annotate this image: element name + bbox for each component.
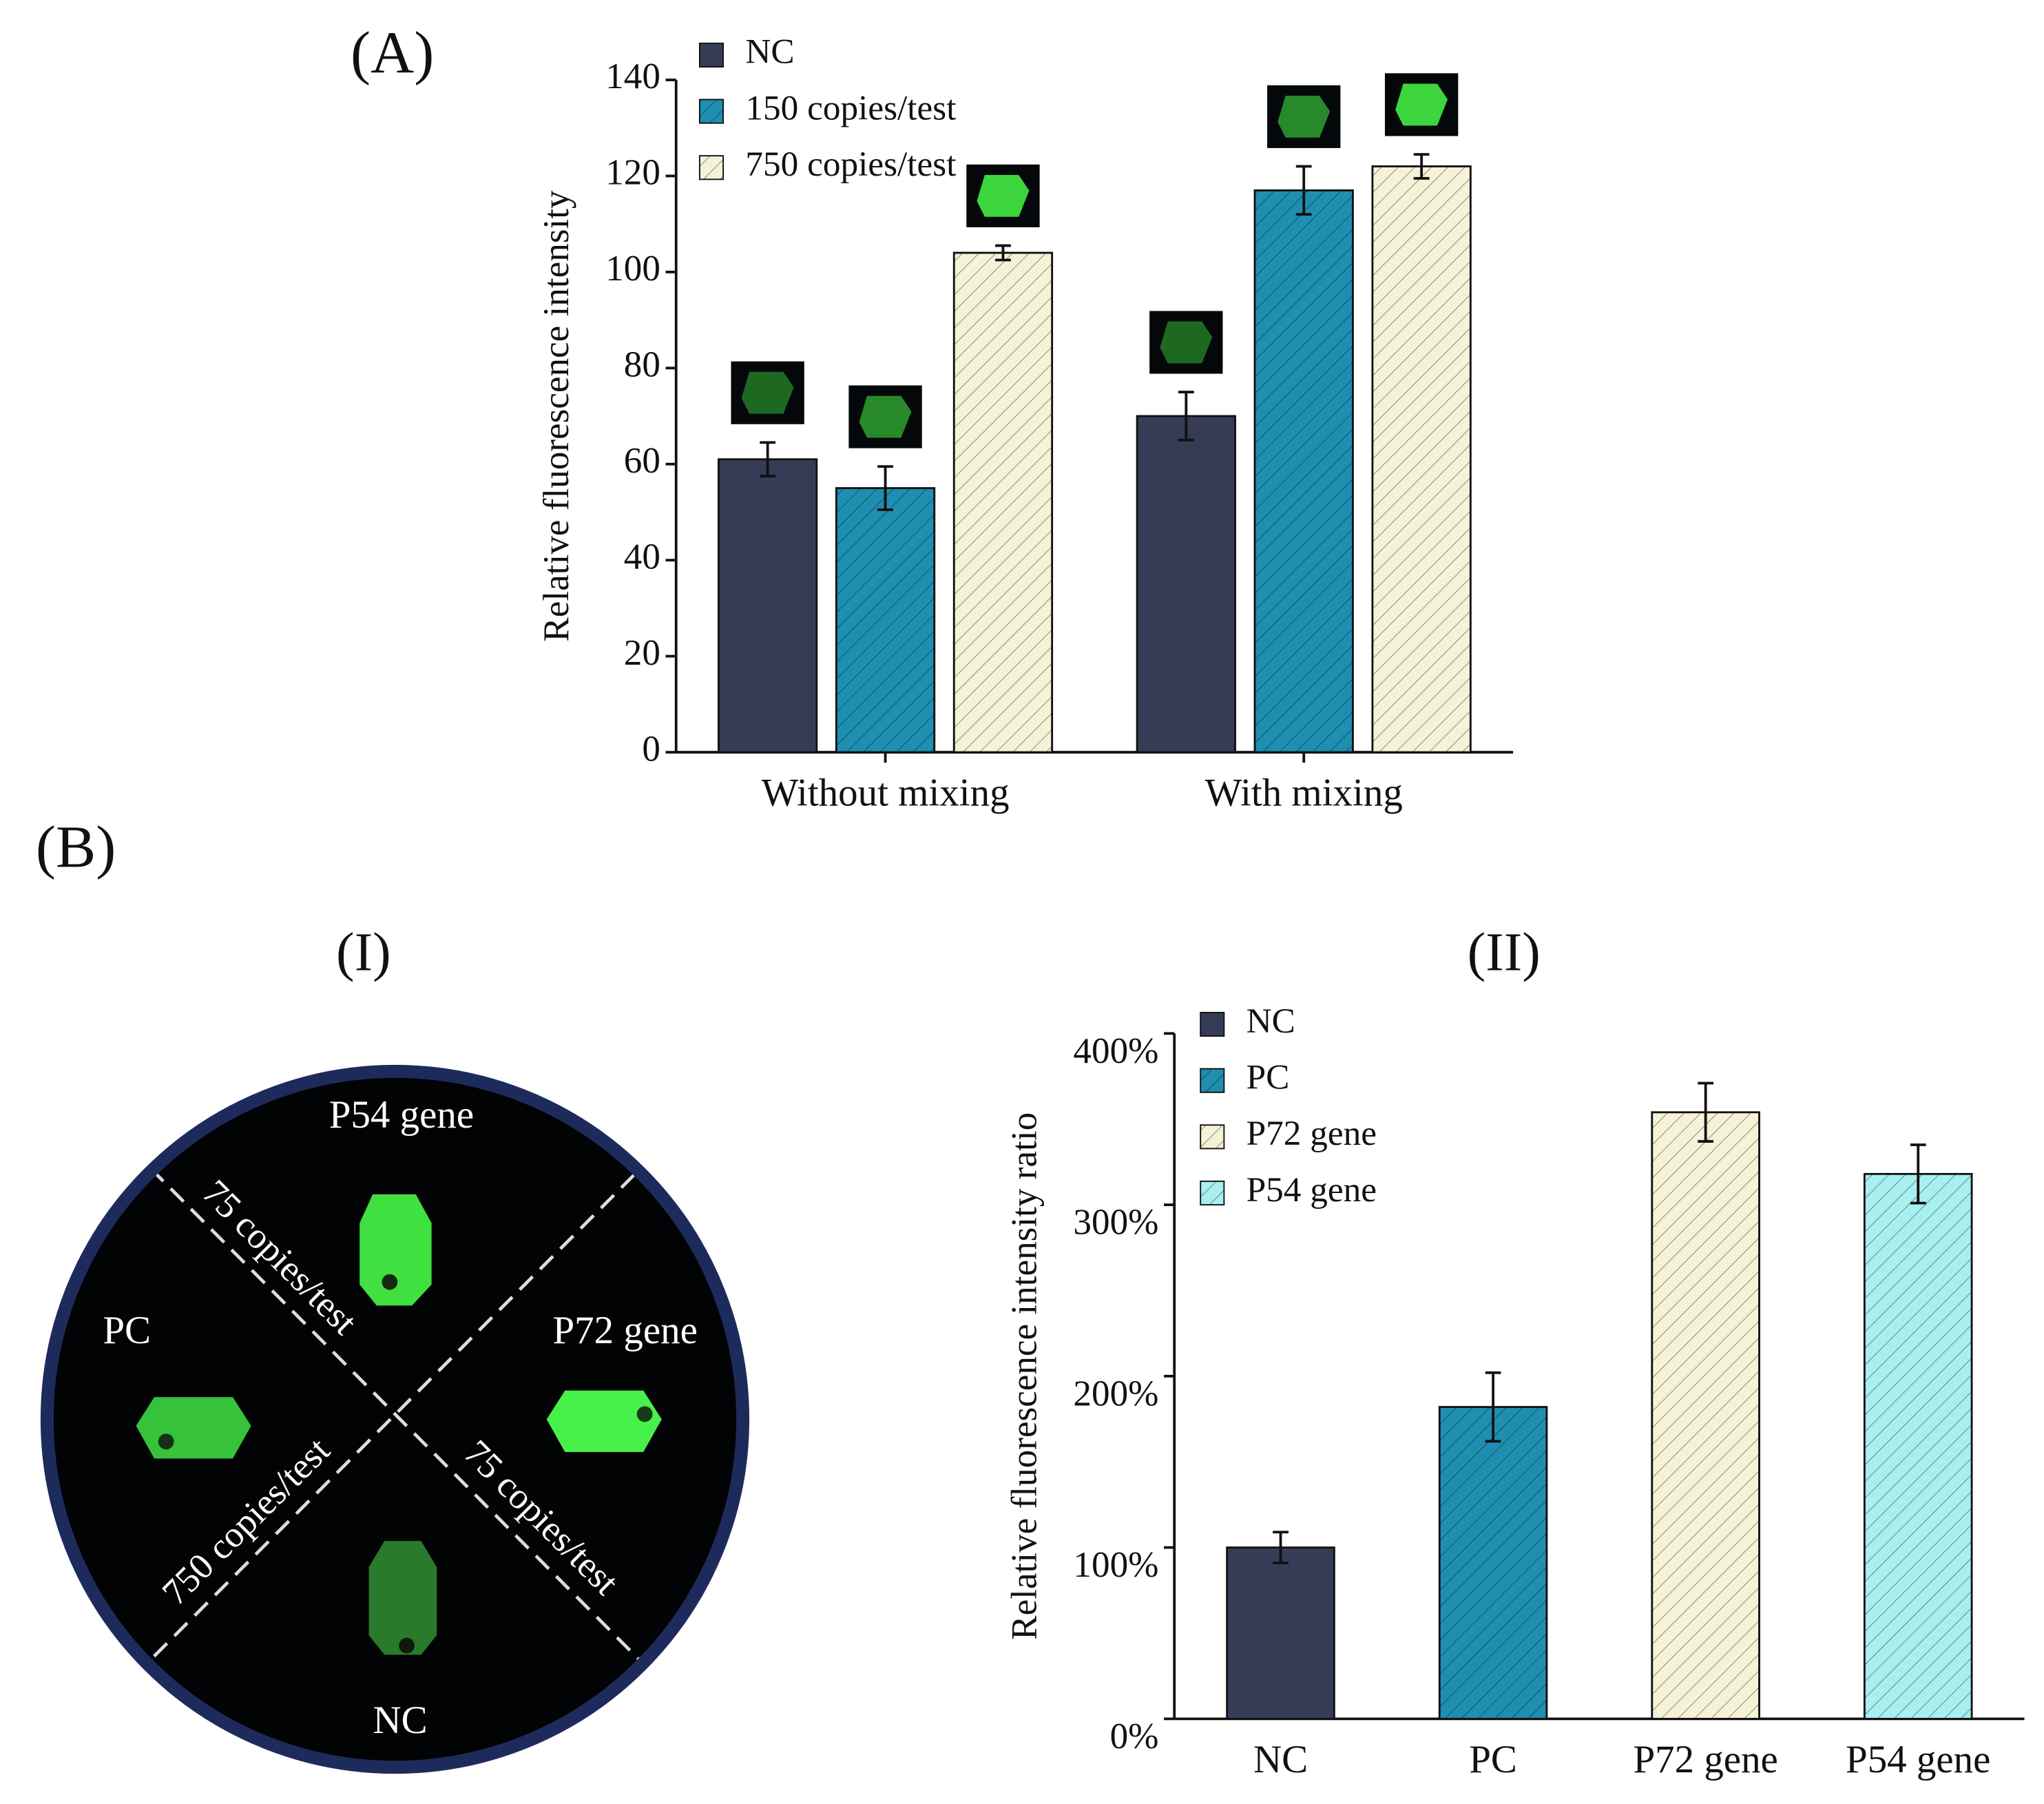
x-tick-label: Without mixing [762, 771, 1010, 815]
legend-label: NC [1247, 1002, 1295, 1041]
bar [1438, 1406, 1548, 1720]
photo-label: P54 gene [329, 1093, 474, 1137]
legend-label: NC [745, 32, 794, 72]
bar [1651, 1111, 1760, 1720]
legend-swatch [1200, 1012, 1225, 1037]
y-tick-label: 400% [1073, 1031, 1158, 1071]
y-tick-label: 0% [1110, 1717, 1159, 1756]
plate-rim [40, 1064, 750, 1774]
thumb-spot [1395, 83, 1448, 126]
error-bar [1910, 1143, 1926, 1205]
error-bar [1295, 165, 1312, 216]
panel-label: (B) [36, 813, 116, 880]
panel-label: (I) [336, 922, 391, 983]
y-tick-label: 80 [624, 345, 660, 385]
thumbnail [848, 385, 922, 448]
legend-label: 750 copies/test [745, 145, 956, 184]
legend-swatch [1200, 1180, 1225, 1206]
bar [1226, 1546, 1335, 1720]
legend-label: P54 gene [1247, 1170, 1377, 1210]
divider [149, 1167, 643, 1663]
error-bar [995, 244, 1011, 262]
thumb-spot [1160, 321, 1213, 364]
legend-swatch [698, 42, 724, 68]
bar [835, 487, 936, 754]
legend-swatch [1200, 1068, 1225, 1093]
photo-label: NC [373, 1699, 428, 1742]
x-tick-label: PC [1469, 1738, 1517, 1781]
thumb-bg [731, 361, 804, 424]
thumbnail [1149, 311, 1223, 374]
x-tick-label: P54 gene [1846, 1738, 1990, 1781]
y-tick-label: 40 [624, 537, 660, 577]
thumbnail [1384, 73, 1459, 136]
error-bar [1178, 391, 1194, 442]
bar [1136, 415, 1236, 754]
thumb-bg [1149, 311, 1223, 374]
spot [136, 1397, 251, 1459]
y-tick-label: 140 [605, 56, 660, 96]
photo-label: PC [103, 1309, 151, 1352]
legend-swatch [698, 155, 724, 180]
photo: P54 gene PC P72 gene NC 75 copies/test 7… [40, 1064, 750, 1774]
legend-swatch [1200, 1124, 1225, 1150]
legend-label: 150 copies/test [745, 88, 956, 127]
y-axis-label: Relative fluorescence intensity ratio [1005, 1112, 1045, 1640]
y-tick-label: 300% [1073, 1203, 1158, 1243]
thumbnail [966, 164, 1040, 227]
bar [1863, 1172, 1973, 1720]
thumb-spot [1278, 95, 1331, 138]
y-tick-label: 0 [642, 729, 660, 769]
thumb-spot [859, 395, 912, 438]
thumb-spot [977, 175, 1030, 217]
error-bar [760, 441, 776, 478]
y-tick-label: 100% [1073, 1545, 1158, 1585]
error-bar [1273, 1531, 1289, 1564]
error-bar [877, 465, 893, 511]
bar [1253, 189, 1354, 754]
legend-swatch [698, 99, 724, 124]
y-tick-label: 20 [624, 633, 660, 673]
panel-label: (II) [1468, 922, 1541, 983]
x-tick-label: P72 gene [1633, 1738, 1777, 1781]
y-tick-label: 120 [605, 153, 660, 193]
spot [546, 1390, 662, 1452]
photo-label: P72 gene [552, 1309, 697, 1352]
thumbnail [1267, 85, 1341, 148]
thumb-spot [741, 371, 794, 414]
x-tick-label: With mixing [1205, 771, 1403, 815]
x-tick-label: NC [1253, 1738, 1308, 1781]
legend-label: P72 gene [1247, 1114, 1377, 1153]
thumbnail [731, 361, 804, 424]
error-bar [1485, 1371, 1501, 1443]
legend-label: PC [1247, 1057, 1290, 1097]
error-bar [1413, 153, 1430, 180]
spot [359, 1194, 432, 1306]
error-bar [1698, 1081, 1714, 1143]
y-tick-label: 100 [605, 249, 660, 289]
bar [952, 251, 1054, 754]
panel-label: (A) [351, 19, 434, 86]
y-axis-label: Relative fluorescence intensity [536, 190, 576, 642]
bar [718, 458, 818, 754]
y-tick-label: 60 [624, 441, 660, 481]
y-tick-label: 200% [1073, 1373, 1158, 1413]
plate [47, 1071, 743, 1767]
bar [1371, 165, 1472, 754]
spot [368, 1541, 437, 1655]
